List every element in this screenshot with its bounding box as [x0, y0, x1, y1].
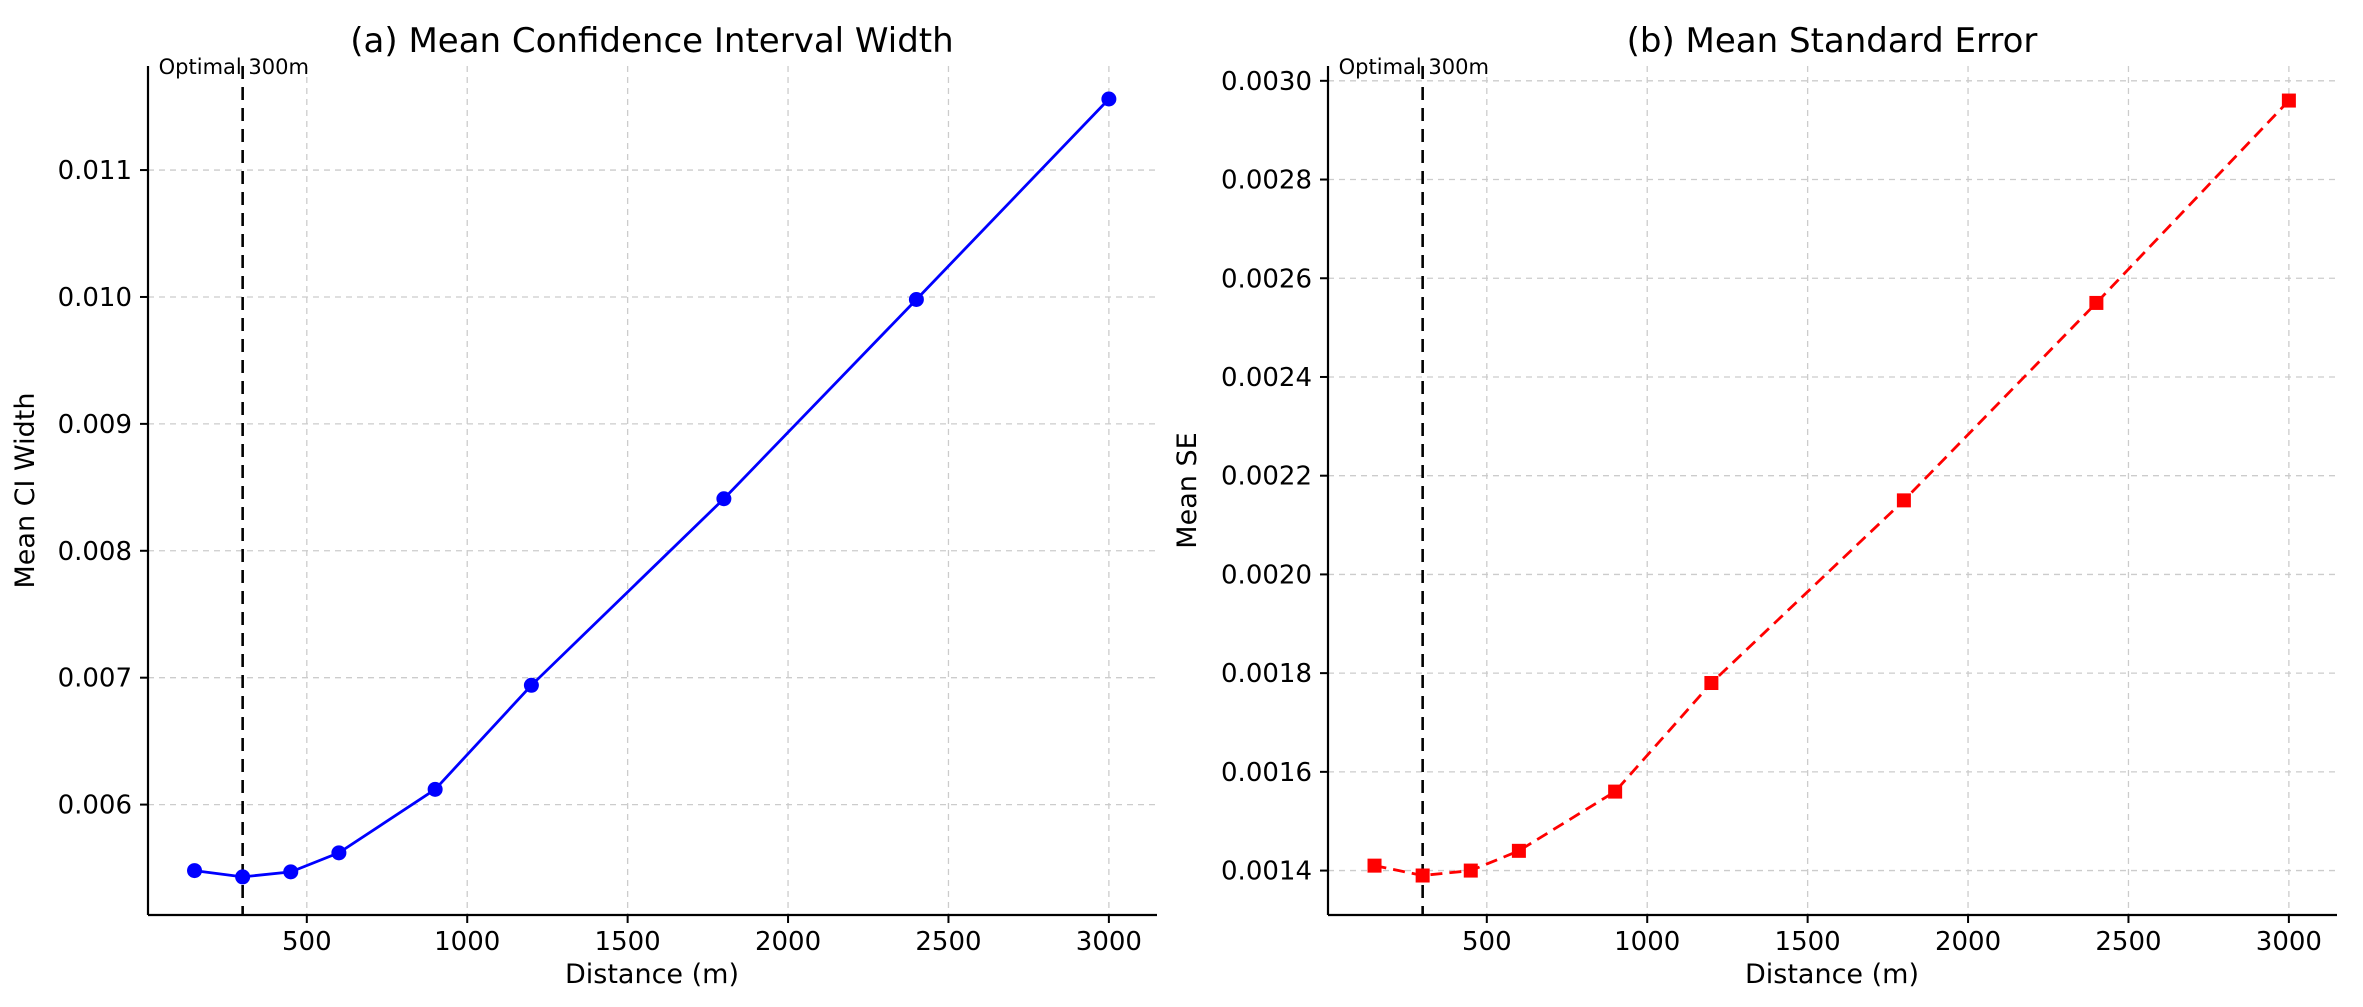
y-tick-label: 0.0018	[1221, 659, 1312, 689]
data-point	[1367, 858, 1382, 873]
data-point	[1704, 676, 1719, 691]
data-point	[1463, 863, 1478, 878]
data-point	[331, 845, 347, 861]
data-point	[187, 863, 203, 879]
data-point	[2281, 93, 2296, 108]
y-tick-label: 0.0022	[1221, 462, 1312, 492]
data-point	[283, 864, 299, 880]
x-tick-label: 2500	[915, 927, 981, 957]
x-tick-label: 3000	[2256, 927, 2322, 957]
chart-title: (a) Mean Confidence Interval Width	[350, 21, 953, 61]
chart-title: (b) Mean Standard Error	[1627, 21, 2038, 61]
y-tick-label: 0.0014	[1221, 857, 1312, 887]
x-tick-label: 500	[1462, 927, 1512, 957]
reference-line-label: Optimal 300m	[1339, 55, 1489, 79]
y-tick-label: 0.010	[58, 283, 132, 313]
y-tick-label: 0.0030	[1221, 67, 1312, 97]
x-tick-label: 1500	[1775, 927, 1841, 957]
x-tick-label: 1000	[1614, 927, 1680, 957]
y-tick-label: 0.006	[58, 791, 132, 821]
x-axis-label: Distance (m)	[1745, 959, 1919, 990]
chart-panel-1: 500 1000 1500 2000 2500 3000 0.006 0.007 0.008 0.…	[10, 21, 1157, 990]
data-point	[2089, 295, 2104, 310]
y-tick-label: 0.008	[58, 537, 132, 567]
x-tick-label: 2500	[2095, 927, 2161, 957]
data-point	[1896, 493, 1911, 508]
x-axis-label: Distance (m)	[565, 959, 739, 990]
y-tick-label: 0.0028	[1221, 166, 1312, 196]
x-tick-label: 1000	[434, 927, 500, 957]
data-point	[716, 491, 732, 507]
data-point	[427, 781, 443, 797]
y-axis-label: Mean CI Width	[10, 393, 41, 589]
x-tick-label: 2000	[755, 927, 821, 957]
data-point	[1101, 91, 1117, 107]
data-point	[908, 292, 924, 308]
y-tick-label: 0.0026	[1221, 264, 1312, 294]
reference-line-label: Optimal 300m	[159, 55, 309, 79]
data-point	[523, 677, 539, 693]
y-tick-label: 0.007	[58, 664, 132, 694]
data-point	[1608, 784, 1623, 799]
x-tick-label: 1500	[595, 927, 661, 957]
y-tick-label: 0.009	[58, 410, 132, 440]
y-axis-label: Mean SE	[1172, 432, 1203, 548]
data-point	[1511, 843, 1526, 858]
y-tick-label: 0.0024	[1221, 363, 1312, 393]
y-tick-label: 0.0016	[1221, 758, 1312, 788]
chart-panel-2: 500 1000 1500 2000 2500 3000 0.0014 0.0016 0.001…	[1172, 21, 2337, 990]
x-tick-label: 500	[282, 927, 332, 957]
y-tick-label: 0.0020	[1221, 560, 1312, 590]
x-tick-label: 2000	[1935, 927, 2001, 957]
series-line	[1374, 99, 2290, 877]
y-tick-label: 0.011	[58, 156, 132, 186]
data-point	[1415, 868, 1430, 883]
series-line	[194, 98, 1110, 879]
data-point	[235, 869, 251, 885]
x-tick-label: 3000	[1076, 927, 1142, 957]
